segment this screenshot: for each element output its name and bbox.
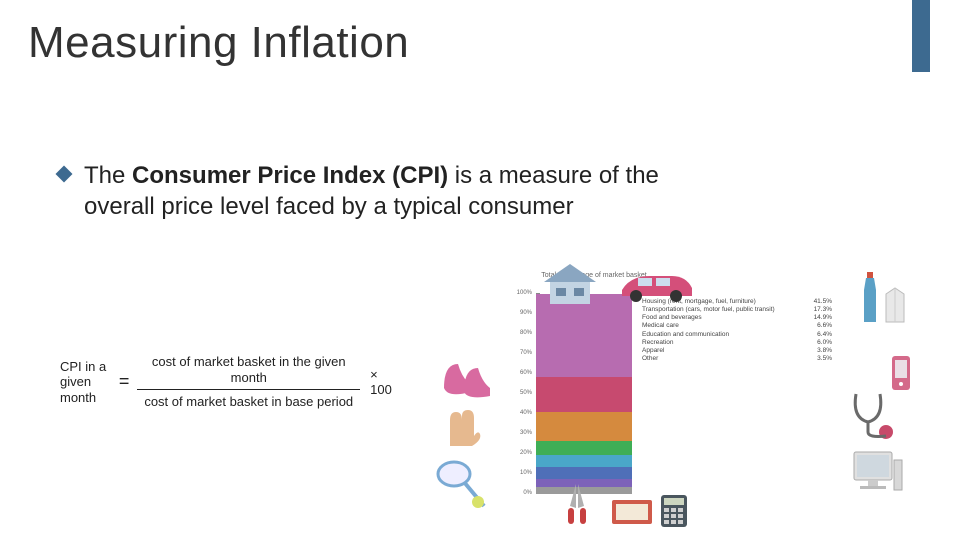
- formula-numerator: cost of market basket in the given month: [137, 350, 360, 389]
- legend-label: Food and beverages: [642, 314, 800, 321]
- axis-tick: 80%: [492, 330, 536, 336]
- legend-pct: 17.3%: [804, 306, 832, 313]
- axis-tick: 20%: [492, 450, 536, 456]
- legend-pct: 41.5%: [804, 298, 832, 305]
- formula-tail: × 100: [366, 367, 400, 397]
- slide: Measuring Inflation The Consumer Price I…: [0, 0, 960, 540]
- legend-pct: 6.6%: [804, 322, 832, 329]
- legend-row: Food and beverages 14.9%: [642, 314, 832, 321]
- phone-icon: [890, 354, 912, 392]
- legend-pct: 6.0%: [804, 339, 832, 346]
- diamond-bullet-icon: [56, 166, 73, 183]
- legend-row: Apparel 3.8%: [642, 347, 832, 354]
- equals-sign: =: [117, 371, 132, 392]
- book-icon: [610, 496, 654, 526]
- milk-carton-icon: [884, 286, 906, 324]
- garden-shears-icon: [560, 482, 594, 526]
- legend-pct: 6.4%: [804, 331, 832, 338]
- axis-tick: 90%: [492, 310, 536, 316]
- legend-row: Education and communication 6.4%: [642, 331, 832, 338]
- legend-label: Other: [642, 355, 800, 362]
- legend-pct: 3.5%: [804, 355, 832, 362]
- accent-bar: [912, 0, 930, 72]
- tennis-racket-icon: [434, 458, 494, 512]
- body-bold: Consumer Price Index (CPI): [132, 162, 448, 189]
- chart-segment: [536, 455, 632, 468]
- formula-denominator: cost of market basket in base period: [138, 390, 359, 414]
- chart-segment: [536, 467, 632, 479]
- stethoscope-icon: [846, 388, 900, 442]
- body-prefix: The: [84, 162, 132, 189]
- bottle-icon: [860, 272, 880, 324]
- axis-tick: 0%: [492, 490, 536, 496]
- legend-row: Transportation (cars, motor fuel, public…: [642, 306, 832, 313]
- chart-segment: [536, 441, 632, 454]
- cpi-formula: CPI in a given month = cost of market ba…: [60, 350, 400, 414]
- legend-label: Education and communication: [642, 331, 800, 338]
- legend-pct: 14.9%: [804, 314, 832, 321]
- axis-tick: 70%: [492, 350, 536, 356]
- axis-tick: 50%: [492, 390, 536, 396]
- chart-y-axis: 100%90%80%70%60%50%40%30%20%10%0%: [492, 294, 536, 494]
- legend-row: Medical care 6.6%: [642, 322, 832, 329]
- chart-segment: [536, 377, 632, 412]
- axis-tick: 30%: [492, 430, 536, 436]
- cpi-stacked-bar: [536, 294, 632, 494]
- chart-legend: Housing (rent, mortgage, fuel, furniture…: [642, 298, 832, 362]
- calculator-icon: [660, 494, 688, 528]
- formula-fraction: cost of market basket in the given month…: [137, 350, 360, 414]
- legend-label: Recreation: [642, 339, 800, 346]
- market-basket-graphic: Total percentage of market basket 100%90…: [430, 268, 930, 528]
- page-title: Measuring Inflation: [28, 18, 409, 68]
- car-icon: [616, 268, 696, 304]
- computer-icon: [850, 450, 904, 496]
- legend-row: Recreation 6.0%: [642, 339, 832, 346]
- axis-tick: 100%: [492, 290, 536, 296]
- chart-segment: [536, 294, 632, 377]
- axis-tick: 40%: [492, 410, 536, 416]
- chart-segment: [536, 412, 632, 442]
- glove-icon: [438, 406, 482, 450]
- axis-tick: 10%: [492, 470, 536, 476]
- shoes-icon: [440, 358, 492, 398]
- legend-label: Medical care: [642, 322, 800, 329]
- axis-tick: 60%: [492, 370, 536, 376]
- legend-pct: 3.8%: [804, 347, 832, 354]
- formula-left-label: CPI in a given month: [60, 359, 111, 406]
- body-text: The Consumer Price Index (CPI) is a meas…: [84, 160, 724, 222]
- legend-label: Apparel: [642, 347, 800, 354]
- house-icon: [540, 262, 600, 306]
- legend-row: Other 3.5%: [642, 355, 832, 362]
- legend-label: Transportation (cars, motor fuel, public…: [642, 306, 800, 313]
